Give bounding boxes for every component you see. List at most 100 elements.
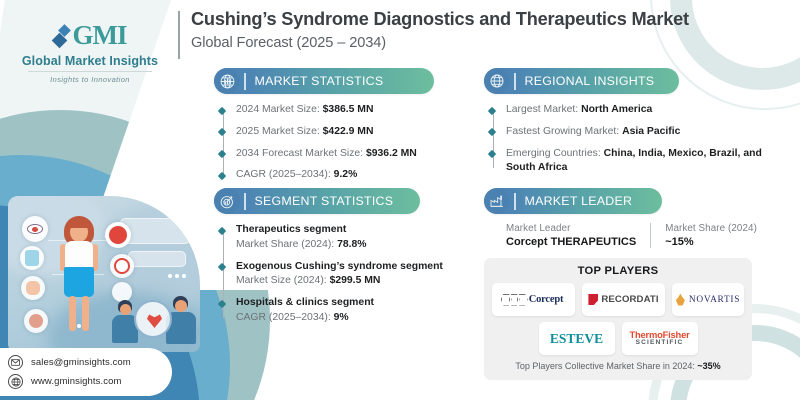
segment-target-icon <box>214 188 240 214</box>
novartis-label: NOVARTIS <box>688 294 741 305</box>
pill-divider <box>514 72 516 90</box>
bullet-marker <box>217 128 226 137</box>
item-label: 2025 Market Size: <box>236 125 323 137</box>
item-value: 78.8% <box>337 238 367 250</box>
list-connector-line <box>222 230 225 318</box>
item-label: Largest Market: <box>506 104 582 115</box>
player-logo-esteve[interactable]: ESTEVE <box>538 322 615 355</box>
corcept-hex-mark <box>500 293 528 306</box>
item-value: China, India, Mexico, Brazil, and South … <box>506 147 762 174</box>
globe-chart-icon <box>214 68 240 94</box>
market-leader-body: Market Leader Corcept THERAPEUTICS Marke… <box>484 223 774 248</box>
medical-diagnostics-illustration <box>8 196 200 352</box>
bullet-marker <box>487 128 496 137</box>
contact-email: sales@gminsights.com <box>31 357 131 368</box>
item-label: 2034 Forecast Market Size: <box>236 147 366 159</box>
market-share-value: ~15% <box>665 236 694 248</box>
envelope-icon <box>8 355 23 370</box>
item-value: $386.5 MN <box>322 104 374 115</box>
hand-symptom-icon <box>21 276 45 300</box>
title-accent-bar <box>178 11 180 59</box>
logo-company-name: Global Market Insights <box>21 54 159 68</box>
item-value: 9.2% <box>333 169 358 181</box>
item-label: CAGR (2025–2034): <box>236 311 334 323</box>
no-smoking-icon <box>110 254 134 278</box>
segment-statistics-title: SEGMENT STATISTICS <box>254 194 394 208</box>
section-regional-insights: REGIONAL INSIGHTS Largest Market: North … <box>484 68 762 183</box>
corcept-logo: Corcept <box>500 293 564 306</box>
market-statistics-header: MARKET STATISTICS <box>214 68 434 94</box>
page-title-block: Cushing’s Syndrome Diagnostics and Thera… <box>178 8 689 59</box>
player-logo-novartis[interactable]: NOVARTIS <box>672 283 744 316</box>
item-value: $299.5 MN <box>329 275 381 287</box>
list-item: 2034 Forecast Market Size: $936.2 MN <box>217 147 434 162</box>
item-label: Market Size (2024): <box>236 275 330 287</box>
logo-tagline: Insights to Innovation <box>50 75 130 84</box>
list-item: 2025 Market Size: $422.9 MN <box>217 125 434 140</box>
market-leader-name-col: Market Leader Corcept THERAPEUTICS <box>506 223 650 248</box>
logo-diamond-shapes <box>51 23 71 48</box>
item-label: 2024 Market Size: <box>236 104 323 115</box>
item-label: CAGR (2025–2034): <box>236 169 334 181</box>
sample-icon <box>112 282 132 302</box>
thermofisher-label-line1: ThermoFisher <box>629 329 690 341</box>
page-subtitle: Global Forecast (2025 – 2034) <box>191 34 387 51</box>
market-statistics-title: MARKET STATISTICS <box>254 74 384 88</box>
list-item: Therapeutics segment Market Share (2024)… <box>217 223 444 253</box>
market-leader-share-col: Market Share (2024) ~15% <box>650 223 757 248</box>
section-market-leader: MARKET LEADER Market Leader Corcept THER… <box>484 188 774 248</box>
brand-logo[interactable]: GMI Global Market Insights Insights to I… <box>10 20 170 84</box>
gmi-diamond-logo: GMI <box>10 20 170 51</box>
top-players-title: TOP PLAYERS <box>577 265 659 277</box>
thermofisher-logo: ThermoFisher SCIENTIFIC <box>629 330 689 347</box>
contact-email-row[interactable]: sales@gminsights.com <box>8 355 172 370</box>
pill-divider <box>244 72 246 90</box>
player-logo-recordati[interactable]: RECORDATI <box>582 283 665 316</box>
thermofisher-label-line2: SCIENTIFIC <box>635 338 684 346</box>
novartis-logo: NOVARTIS <box>675 293 741 306</box>
bullet-marker <box>487 149 496 159</box>
heart-diagnostic-icon <box>134 300 172 338</box>
globe-icon <box>484 68 510 94</box>
segment-statistics-header: SEGMENT STATISTICS <box>214 188 420 214</box>
pill-divider <box>244 192 246 210</box>
regional-insights-header: REGIONAL INSIGHTS <box>484 68 679 94</box>
item-label: Market Share (2024): <box>236 238 338 250</box>
item-value: $936.2 MN <box>365 147 417 159</box>
bullet-marker <box>217 299 226 308</box>
top-players-row-1: Corcept RECORDATI NOVARTIS <box>492 283 744 316</box>
recordati-mark <box>588 294 599 305</box>
list-item: 2024 Market Size: $386.5 MN <box>217 103 434 118</box>
list-item: Largest Market: North America <box>487 103 762 118</box>
player-logo-corcept[interactable]: Corcept <box>492 283 575 316</box>
bullet-marker <box>217 171 226 181</box>
factory-icon <box>484 188 510 214</box>
item-label: Fastest Growing Market: <box>506 125 623 137</box>
corcept-label: Corcept <box>528 294 564 305</box>
logo-divider <box>28 71 152 72</box>
contact-block: sales@gminsights.com www.gminsights.com <box>0 348 172 396</box>
market-share-caption: Market Share (2024) <box>665 223 757 234</box>
bullet-marker <box>217 149 226 159</box>
list-item: CAGR (2025–2034): 9.2% <box>217 168 434 183</box>
regional-insights-list: Largest Market: North America Fastest Gr… <box>484 103 762 176</box>
item-heading: Hospitals & clinics segment <box>236 297 375 309</box>
bullet-marker <box>217 106 226 115</box>
eye-symptom-icon <box>22 216 48 242</box>
regional-insights-title: REGIONAL INSIGHTS <box>524 74 655 88</box>
list-item: Emerging Countries: China, India, Mexico… <box>487 147 762 177</box>
contact-website: www.gminsights.com <box>31 376 122 387</box>
spine-symptom-icon <box>20 246 44 270</box>
item-value: 9% <box>333 311 349 323</box>
top-players-row-2: ESTEVE ThermoFisher SCIENTIFIC <box>492 322 744 355</box>
market-leader-title: MARKET LEADER <box>524 194 633 208</box>
item-value: $422.9 MN <box>322 125 374 137</box>
list-connector-line <box>222 110 225 176</box>
market-leader-header: MARKET LEADER <box>484 188 662 214</box>
contact-website-row[interactable]: www.gminsights.com <box>8 374 172 389</box>
top-players-footer-value: ~35% <box>697 361 721 371</box>
player-logo-thermofisher[interactable]: ThermoFisher SCIENTIFIC <box>621 322 698 355</box>
list-item: Fastest Growing Market: Asia Pacific <box>487 125 762 140</box>
segment-statistics-list: Therapeutics segment Market Share (2024)… <box>214 223 444 326</box>
